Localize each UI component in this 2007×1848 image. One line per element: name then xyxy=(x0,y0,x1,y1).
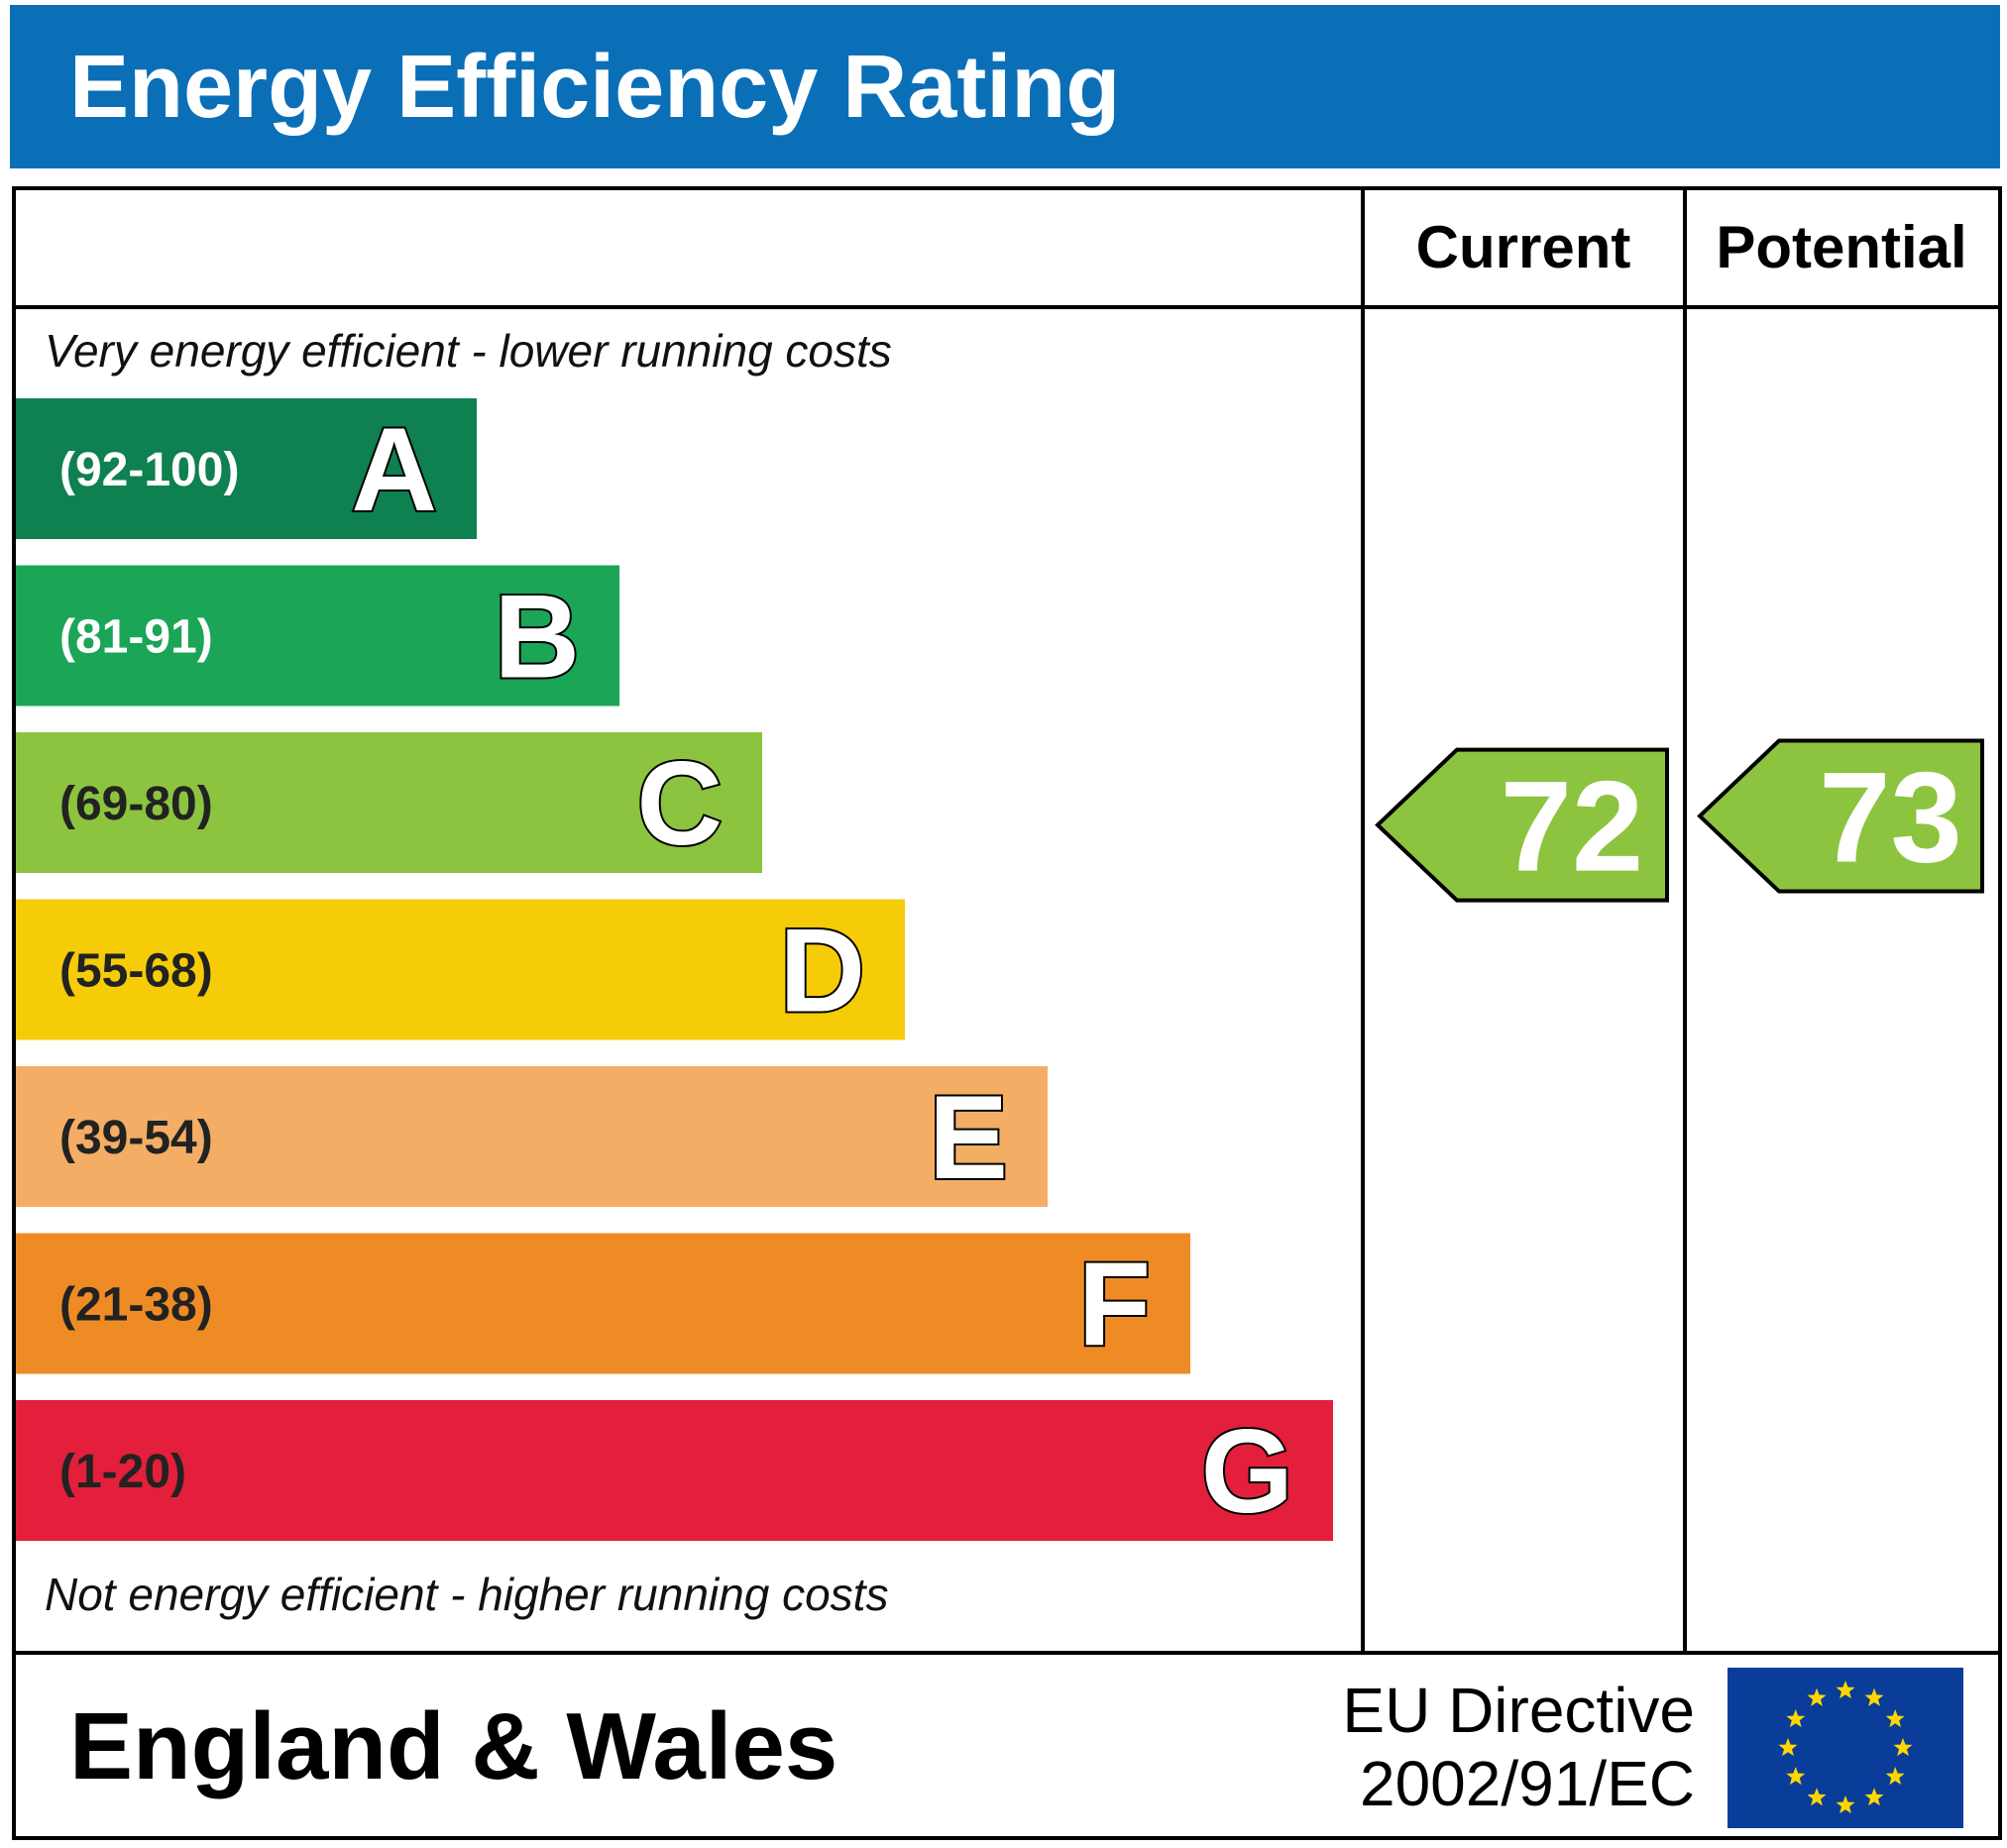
eu-star-icon xyxy=(1778,1738,1798,1757)
band-letter-e: E xyxy=(929,1071,1008,1204)
eu-star-icon xyxy=(1864,1788,1884,1806)
eu-star-icon xyxy=(1885,1767,1905,1786)
eu-directive-line2: 2002/91/EC xyxy=(1360,1748,1695,1819)
band-letter-d: D xyxy=(779,905,865,1037)
band-d: (55-68) D xyxy=(16,899,905,1040)
potential-score-arrow-shape xyxy=(1697,738,1984,894)
eu-star-icon xyxy=(1807,1687,1827,1706)
band-range-a: (92-100) xyxy=(59,444,239,496)
top-note: Very energy efficient - lower running co… xyxy=(45,325,892,377)
column-header-potential: Potential xyxy=(1716,214,1966,280)
potential-score-arrow-value: 73 xyxy=(1819,745,1962,890)
band-letter-c: C xyxy=(636,737,723,870)
band-letter-g: G xyxy=(1201,1405,1293,1538)
eu-flag-icon xyxy=(1728,1668,1963,1828)
band-range-f: (21-38) xyxy=(59,1279,213,1332)
table-frame xyxy=(12,186,2002,1840)
band-letter-b: B xyxy=(494,571,580,704)
rating-bands: (92-100) A (81-91) B (69-80) C (55-68) D (39-54)… xyxy=(16,398,1333,1541)
band-bar-d xyxy=(16,899,905,1040)
band-bar-e xyxy=(16,1066,1048,1207)
band-range-c: (69-80) xyxy=(59,778,213,830)
band-a: (92-100) A xyxy=(16,398,477,539)
band-letter-f: F xyxy=(1078,1239,1151,1371)
potential-score-arrow: 73 xyxy=(1697,738,1984,894)
band-f: (21-38) F xyxy=(16,1233,1190,1374)
eu-star-icon xyxy=(1893,1738,1913,1757)
chart-title: Energy Efficiency Rating xyxy=(69,38,1120,137)
score-arrows: 72 73 xyxy=(1375,738,1984,903)
band-range-b: (81-91) xyxy=(59,611,213,664)
eu-star-icon xyxy=(1786,1767,1806,1786)
bottom-note: Not energy efficient - higher running co… xyxy=(45,1569,888,1620)
band-e: (39-54) E xyxy=(16,1066,1048,1207)
band-bar-a xyxy=(16,398,477,539)
band-bar-f xyxy=(16,1233,1190,1374)
band-g: (1-20) G xyxy=(16,1400,1333,1541)
band-range-d: (55-68) xyxy=(59,945,213,998)
band-range-g: (1-20) xyxy=(59,1446,186,1498)
column-header-current: Current xyxy=(1416,214,1631,280)
eu-star-icon xyxy=(1836,1681,1855,1699)
eu-star-icon xyxy=(1864,1687,1884,1706)
eu-star-icon xyxy=(1836,1795,1855,1814)
band-bar-c xyxy=(16,732,762,873)
eu-stars xyxy=(1778,1681,1913,1814)
eu-star-icon xyxy=(1807,1788,1827,1806)
band-range-e: (39-54) xyxy=(59,1112,213,1164)
title-bar xyxy=(10,5,2000,168)
band-bar-g xyxy=(16,1400,1333,1541)
band-letter-a: A xyxy=(351,403,437,536)
current-score-arrow-shape xyxy=(1375,747,1669,903)
current-score-arrow-value: 72 xyxy=(1501,754,1644,899)
band-c: (69-80) C xyxy=(16,732,762,873)
current-score-arrow: 72 xyxy=(1375,747,1669,903)
footer-region: England & Wales xyxy=(69,1693,837,1799)
eu-star-icon xyxy=(1786,1709,1806,1728)
eu-directive-line1: EU Directive xyxy=(1342,1675,1695,1746)
eu-star-icon xyxy=(1885,1709,1905,1728)
band-bar-b xyxy=(16,565,619,707)
band-b: (81-91) B xyxy=(16,565,619,707)
